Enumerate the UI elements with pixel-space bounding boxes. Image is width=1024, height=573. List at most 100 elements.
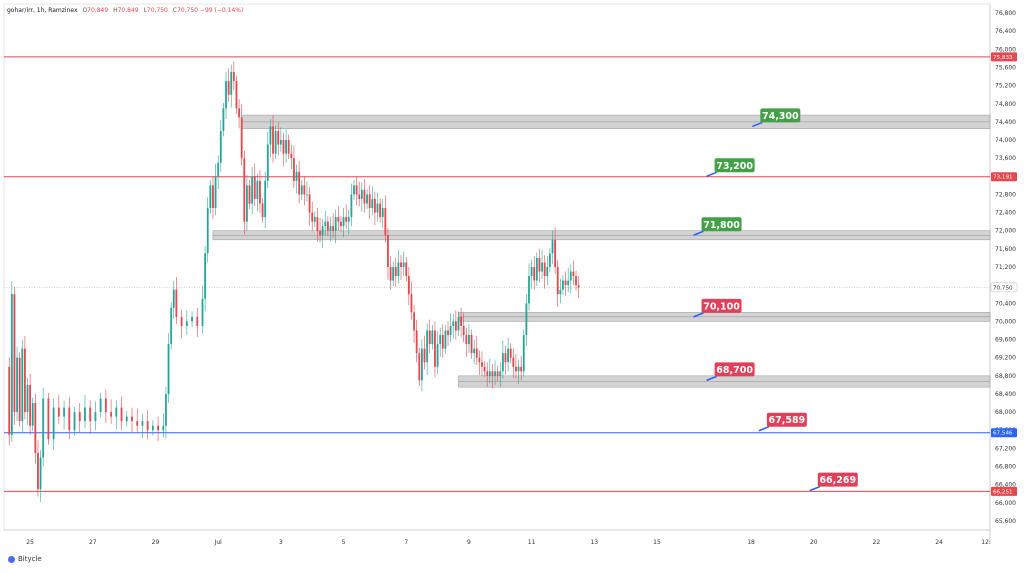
candle-body [84,407,86,422]
x-tick-label: 9 [467,539,471,546]
candle-body [165,393,167,426]
candle-body [567,280,570,286]
y-tick-label: 76,800 [995,10,1016,17]
callout-box [817,472,858,487]
callout-pointer [809,485,821,492]
x-tick-label: 15 [653,539,661,546]
candle-body [481,362,483,367]
candle-body [295,171,298,181]
candle-body [423,348,426,363]
y-tick-label: 65,600 [995,518,1016,525]
candle-body [324,221,327,227]
candle-body [538,257,541,272]
candle-body [572,271,575,277]
brand-logo: Bitycle [8,555,42,563]
candle-body [131,416,133,422]
y-tick-label: 69,600 [995,337,1016,344]
candle-body [465,335,468,345]
y-tick-label: 76,400 [995,28,1016,35]
candle-body [319,230,321,236]
high-value: 70,849 [117,7,139,14]
candle-body [298,171,301,195]
y-tick-label: 67,200 [995,445,1016,452]
candle-body [136,421,139,426]
candle-body [334,217,337,231]
candle-body [240,117,243,159]
candle-body [501,353,504,372]
candle-body [16,357,18,413]
candle-body [219,130,222,163]
candle-body [31,403,34,426]
candle-body [363,189,366,204]
x-tick-label: 5 [342,539,346,546]
candle-body [329,226,332,231]
candle-body [196,316,199,326]
candle-body [452,321,455,326]
candle-body [358,194,361,199]
candle-body [554,239,557,267]
axis-price-tag [991,52,1017,62]
candle-body [360,189,363,199]
candle-body [533,267,536,281]
candle-body [68,407,71,431]
x-tick-label: 20 [810,539,818,546]
bitycle-logo-icon [8,555,15,563]
axis-price-tag-label: 73,191 [993,175,1013,181]
candle-body [13,294,16,413]
candle-body [407,276,410,295]
axis-price-tag-label: 66,251 [993,489,1013,495]
y-tick-label: 71,600 [995,246,1016,253]
candle-body [431,330,434,345]
candle-body [460,316,463,326]
callout-price-label: 70,100 [703,301,740,312]
change-value: −99 (−0.14%) [199,7,244,14]
x-tick-label: 11 [528,539,536,546]
candle-body [473,348,476,354]
candle-body [337,217,340,222]
candle-body [418,353,421,381]
candle-body [78,412,81,422]
candle-body [394,267,397,277]
candle-body [546,267,549,277]
low-value: 70,750 [146,7,168,14]
candle-body [238,108,240,118]
candle-body [167,344,170,394]
candle-body [507,348,510,363]
candle-body [444,330,447,349]
y-tick-label: 72,400 [995,210,1016,217]
candle-body [269,126,272,145]
candle-body [528,276,530,304]
candle-body [201,298,204,326]
candle-body [499,371,502,376]
candle-body [180,316,183,326]
candle-body [212,185,214,209]
y-tick-label: 72,000 [995,228,1016,235]
candle-body [373,198,376,213]
candle-body [57,407,60,417]
candle-body [157,425,160,431]
candle-body [575,276,577,286]
candle-body [217,162,220,177]
candle-body [525,303,528,336]
candle-body [115,407,118,417]
candle-body [454,321,457,331]
callout-box [766,412,807,427]
candle-body [541,262,543,272]
axis-price-tag-label: 67,546 [993,431,1013,437]
candle-body [559,289,562,295]
candle-body [235,81,238,109]
callout-box [701,217,742,232]
axis-price-tag [991,486,1017,496]
x-tick-label: Jul [214,539,223,546]
candle-body [439,335,442,345]
candle-body [462,325,465,336]
callout-price-label: 67,589 [769,415,806,426]
y-tick-label: 74,800 [995,101,1016,108]
candle-body [47,398,50,440]
candle-body [274,130,277,154]
candle-body [413,312,415,331]
candle-body [21,348,24,422]
y-tick-label: 75,200 [995,83,1016,90]
